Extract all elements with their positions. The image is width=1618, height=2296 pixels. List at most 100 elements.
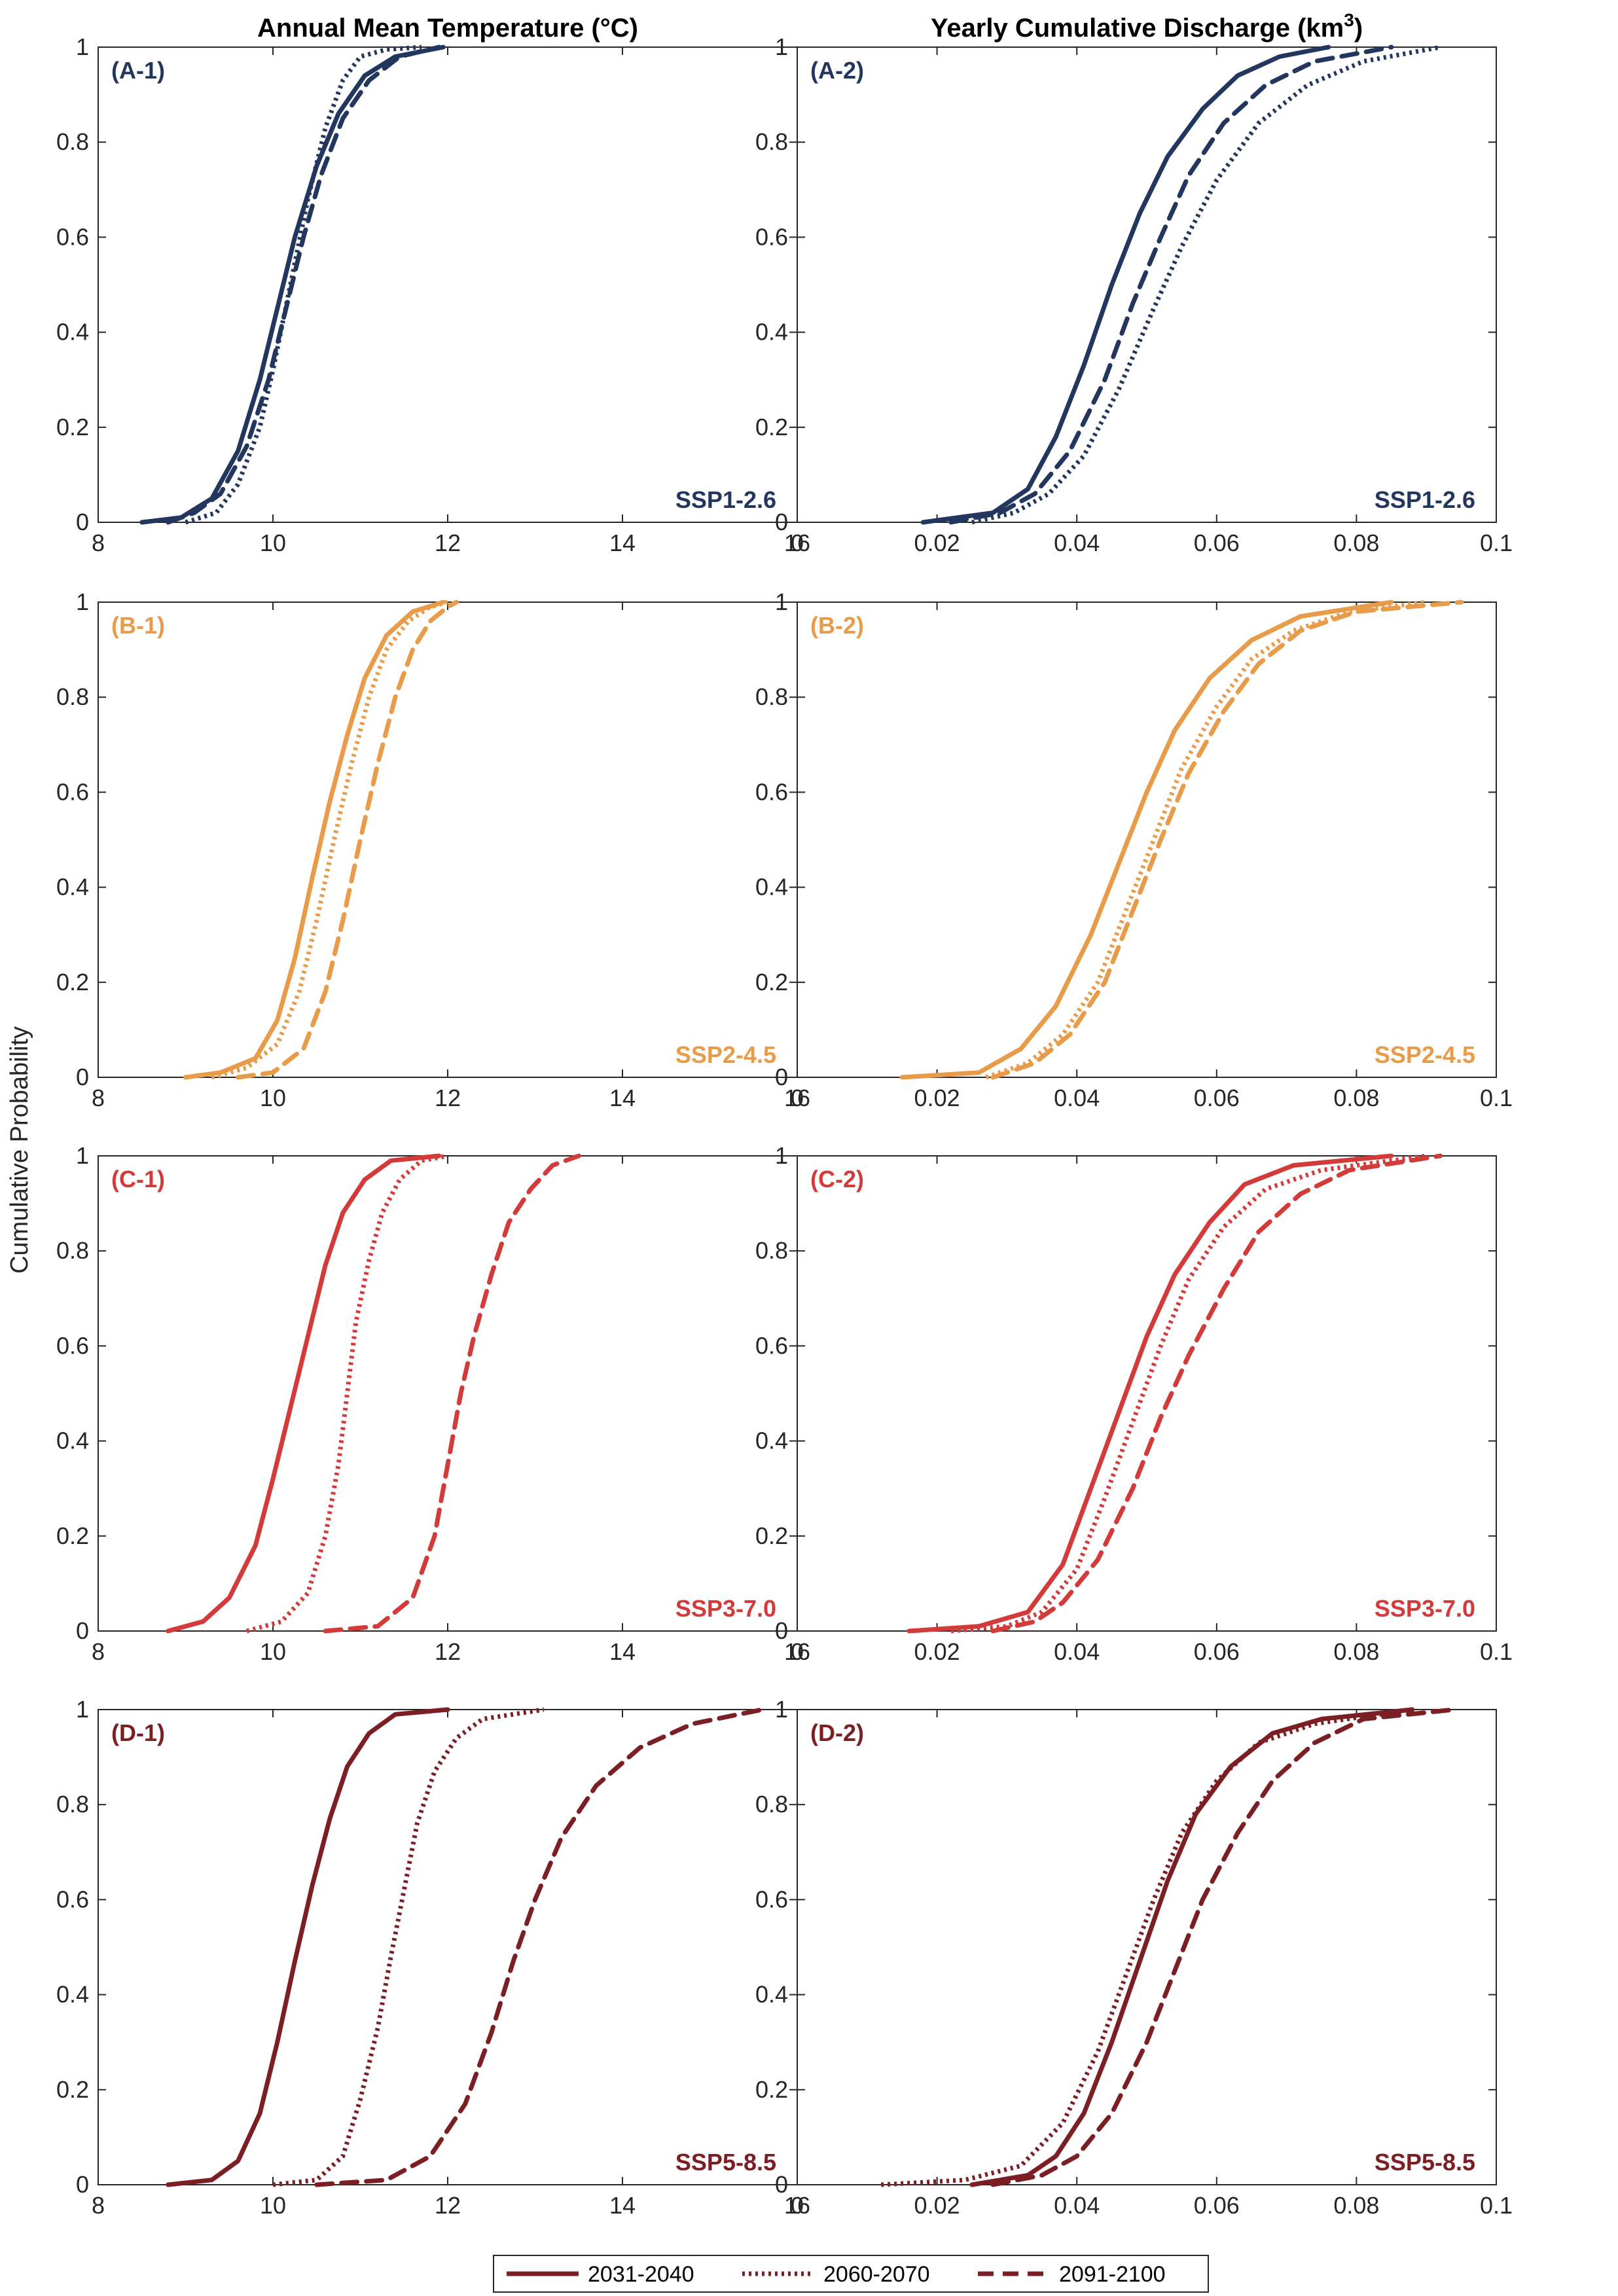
y-tick-label: 1 xyxy=(76,1696,89,1723)
y-tick-label: 0 xyxy=(775,1064,788,1090)
y-tick-label: 0.6 xyxy=(755,1886,788,1912)
cdf-line-2060-2070 xyxy=(211,600,448,1080)
y-tick-label: 0.8 xyxy=(755,1791,788,1818)
x-tick-label: 0.04 xyxy=(1054,1638,1100,1665)
x-tick-label: 0 xyxy=(791,2192,804,2219)
x-tick-label: 0 xyxy=(791,1085,804,1111)
x-tick-label: 0.06 xyxy=(1194,529,1240,556)
x-tick-label: 8 xyxy=(92,1085,105,1111)
y-tick-label: 0.4 xyxy=(755,1981,788,2008)
x-tick-label: 8 xyxy=(92,1638,105,1665)
x-tick-label: 10 xyxy=(260,1638,286,1665)
cdf-line-2091-2100 xyxy=(236,600,459,1080)
y-tick-label: 0.4 xyxy=(56,1981,89,2008)
panel-label: (C-2) xyxy=(810,1166,864,1193)
y-tick-label: 0 xyxy=(76,509,89,535)
legend: 2031-2040 2060-2070 2091-2100 xyxy=(493,2255,1209,2293)
x-tick-label: 0.04 xyxy=(1054,529,1100,556)
y-tick-label: 0.6 xyxy=(56,778,89,805)
x-tick-label: 14 xyxy=(609,529,636,556)
legend-label: 2031-2040 xyxy=(588,2262,694,2287)
x-tick-label: 0 xyxy=(791,529,804,556)
y-tick-label: 0 xyxy=(775,509,788,535)
cdf-line-2091-2100 xyxy=(323,1153,581,1634)
column-title-text: Yearly Cumulative Discharge (km xyxy=(931,14,1344,43)
x-tick-label: 14 xyxy=(609,1638,636,1665)
column-title-1: Annual Mean Temperature (°C) xyxy=(257,14,638,43)
x-tick-label: 0.08 xyxy=(1333,529,1379,556)
panel-label: (B-2) xyxy=(810,612,864,639)
column-titles: Annual Mean Temperature (°C) Yearly Cumul… xyxy=(257,10,1363,43)
y-tick-label: 0.8 xyxy=(56,128,89,155)
x-tick-label: 0.04 xyxy=(1054,1085,1100,1111)
x-tick-label: 10 xyxy=(260,1085,286,1111)
scenario-label: SSP1-2.6 xyxy=(1375,486,1475,513)
plot-frame xyxy=(797,1155,1497,1632)
panel-d-2: 0 0.02 0.04 0.06 0.08 0.1 0 0.2 0.4 0.6 0.8 1 (D-2) S… xyxy=(755,1696,1513,2219)
x-tick-label: 0.02 xyxy=(914,1638,960,1665)
panel-label: (D-1) xyxy=(111,1719,165,1746)
legend-box xyxy=(493,2255,1209,2293)
panel-label: (C-1) xyxy=(111,1166,165,1193)
panel-label: (D-2) xyxy=(810,1719,864,1746)
x-tick-label: 0.1 xyxy=(1480,529,1513,556)
y-tick-label: 0.2 xyxy=(755,1522,788,1549)
cdf-line-2060-2070 xyxy=(971,45,1441,525)
plot-frame xyxy=(98,46,798,523)
x-tick-label: 0.04 xyxy=(1054,2192,1100,2219)
x-tick-label: 0.08 xyxy=(1333,2192,1379,2219)
cdf-line-2091-2100 xyxy=(990,1153,1443,1634)
y-tick-label: 0.4 xyxy=(56,319,89,346)
scenario-label: SSP5-8.5 xyxy=(1375,2149,1475,2176)
x-tick-label: 12 xyxy=(435,1638,461,1665)
x-tick-label: 8 xyxy=(92,529,105,556)
y-tick-label: 0.4 xyxy=(56,874,89,901)
y-tick-label: 0.2 xyxy=(56,2076,89,2103)
plot-frame xyxy=(98,1155,798,1632)
legend-label: 2091-2100 xyxy=(1059,2262,1166,2287)
y-tick-label: 0.8 xyxy=(56,1237,89,1264)
y-tick-label: 0.6 xyxy=(56,223,89,250)
x-tick-label: 12 xyxy=(435,1085,461,1111)
x-tick-label: 10 xyxy=(260,529,286,556)
cdf-line-2091-2100 xyxy=(990,1707,1457,2187)
cdf-line-2031-2040 xyxy=(899,600,1394,1080)
y-tick-label: 0.8 xyxy=(56,1791,89,1818)
y-tick-label: 0.2 xyxy=(56,414,89,440)
cdf-line-2031-2040 xyxy=(139,45,446,525)
y-tick-label: 1 xyxy=(775,33,788,60)
y-tick-label: 0.8 xyxy=(755,683,788,710)
cdf-line-2060-2070 xyxy=(272,1707,545,2187)
scenario-label: SSP2-4.5 xyxy=(675,1041,776,1068)
y-tick-label: 0 xyxy=(775,1617,788,1644)
y-tick-label: 1 xyxy=(76,1142,89,1169)
y-tick-label: 0.4 xyxy=(755,319,788,346)
cdf-line-2091-2100 xyxy=(948,45,1394,525)
x-tick-label: 16 xyxy=(784,1085,810,1111)
cdf-line-2031-2040 xyxy=(166,1707,450,2187)
y-tick-label: 0.4 xyxy=(56,1427,89,1454)
cdf-line-2091-2100 xyxy=(166,45,442,525)
column-title-end: ) xyxy=(1354,14,1363,43)
x-tick-label: 16 xyxy=(784,1638,810,1665)
cdf-line-2060-2070 xyxy=(245,1153,448,1634)
y-tick-label: 1 xyxy=(775,1142,788,1169)
x-tick-label: 14 xyxy=(609,2192,636,2219)
cdf-line-2060-2070 xyxy=(881,1707,1413,2187)
y-tick-label: 0 xyxy=(76,1064,89,1090)
x-tick-label: 0.08 xyxy=(1333,1638,1379,1665)
y-tick-label: 0.6 xyxy=(56,1332,89,1359)
panel-label: (A-1) xyxy=(111,57,165,84)
scenario-label: SSP1-2.6 xyxy=(675,486,776,513)
y-tick-label: 1 xyxy=(775,588,788,615)
y-tick-label: 0.2 xyxy=(56,969,89,996)
plot-frame xyxy=(98,1709,798,2185)
x-tick-label: 0 xyxy=(791,1638,804,1665)
y-tick-label: 0.6 xyxy=(755,223,788,250)
cdf-line-2091-2100 xyxy=(314,1707,765,2187)
x-tick-label: 0.02 xyxy=(914,529,960,556)
